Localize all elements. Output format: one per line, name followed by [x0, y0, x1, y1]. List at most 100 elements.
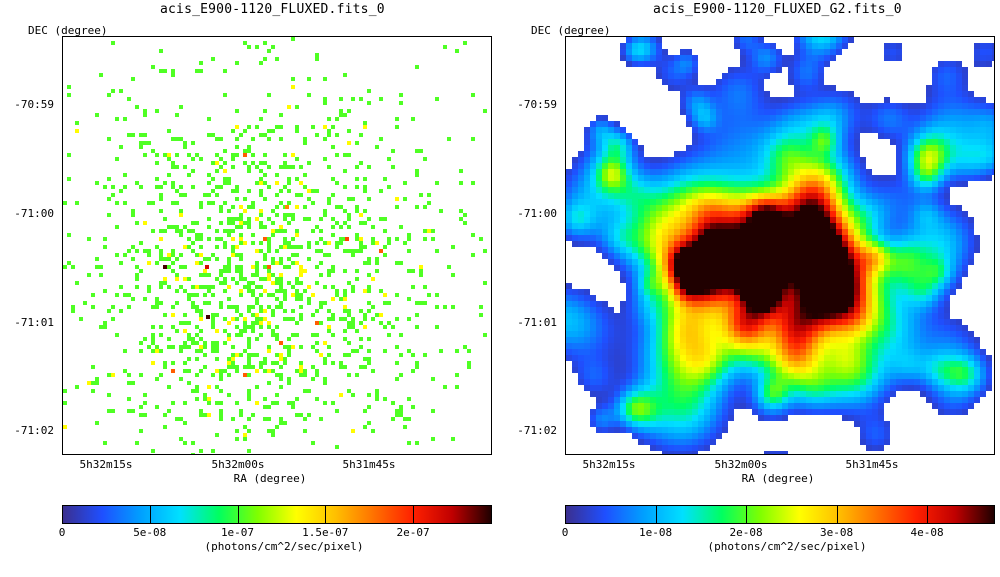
- photon-pixel: [247, 217, 251, 221]
- photon-pixel: [211, 293, 215, 297]
- emission-cell: [656, 319, 662, 325]
- photon-pixel: [239, 233, 243, 237]
- emission-cell: [818, 295, 824, 301]
- emission-cell: [830, 337, 836, 343]
- emission-cell: [974, 241, 980, 247]
- photon-pixel: [343, 329, 347, 333]
- emission-cell: [812, 163, 818, 169]
- emission-cell: [938, 397, 944, 403]
- emission-cell: [764, 241, 770, 247]
- emission-cell: [704, 259, 710, 265]
- emission-cell: [752, 409, 758, 415]
- emission-cell: [884, 271, 890, 277]
- emission-cell: [686, 403, 692, 409]
- emission-cell: [782, 265, 788, 271]
- photon-pixel: [359, 221, 363, 225]
- photon-pixel: [407, 397, 411, 401]
- photon-pixel: [251, 365, 255, 369]
- photon-pixel: [179, 229, 183, 233]
- emission-cell: [752, 151, 758, 157]
- emission-cell: [692, 247, 698, 253]
- emission-cell: [614, 157, 620, 163]
- emission-cell: [770, 307, 776, 313]
- photon-pixel: [303, 389, 307, 393]
- photon-pixel: [163, 361, 167, 365]
- photon-pixel: [339, 241, 343, 245]
- photon-pixel: [295, 229, 299, 233]
- emission-cell: [722, 247, 728, 253]
- emission-cell: [770, 241, 776, 247]
- emission-cell: [794, 223, 800, 229]
- emission-cell: [962, 121, 968, 127]
- emission-cell: [764, 139, 770, 145]
- emission-cell: [746, 313, 752, 319]
- left-image-plot[interactable]: [62, 36, 492, 455]
- emission-cell: [956, 391, 962, 397]
- emission-cell: [794, 337, 800, 343]
- emission-cell: [704, 391, 710, 397]
- emission-cell: [728, 109, 734, 115]
- emission-cell: [740, 235, 746, 241]
- emission-cell: [938, 85, 944, 91]
- photon-pixel: [199, 237, 203, 241]
- emission-cell: [656, 325, 662, 331]
- photon-pixel: [359, 213, 363, 217]
- photon-pixel: [327, 269, 331, 273]
- emission-cell: [674, 205, 680, 211]
- emission-cell: [896, 175, 902, 181]
- emission-cell: [890, 349, 896, 355]
- photon-pixel: [295, 261, 299, 265]
- emission-cell: [584, 145, 590, 151]
- emission-cell: [620, 199, 626, 205]
- emission-cell: [578, 151, 584, 157]
- emission-cell: [878, 397, 884, 403]
- emission-cell: [788, 55, 794, 61]
- emission-cell: [908, 121, 914, 127]
- emission-cell: [590, 373, 596, 379]
- emission-cell: [674, 223, 680, 229]
- emission-cell: [758, 247, 764, 253]
- right-image-plot[interactable]: [565, 36, 995, 455]
- emission-cell: [956, 319, 962, 325]
- emission-cell: [704, 253, 710, 259]
- emission-cell: [794, 247, 800, 253]
- emission-cell: [710, 295, 716, 301]
- emission-cell: [818, 181, 824, 187]
- photon-pixel: [271, 433, 275, 437]
- photon-pixel: [75, 385, 79, 389]
- emission-cell: [884, 259, 890, 265]
- emission-cell: [800, 67, 806, 73]
- emission-cell: [662, 211, 668, 217]
- emission-cell: [908, 301, 914, 307]
- photon-pixel: [283, 293, 287, 297]
- emission-cell: [752, 361, 758, 367]
- photon-pixel: [323, 301, 327, 305]
- emission-cell: [566, 319, 572, 325]
- emission-cell: [818, 283, 824, 289]
- emission-cell: [812, 67, 818, 73]
- emission-cell: [824, 145, 830, 151]
- photon-pixel: [231, 277, 235, 281]
- emission-cell: [800, 43, 806, 49]
- emission-cell: [926, 367, 932, 373]
- emission-cell: [614, 259, 620, 265]
- emission-cell: [752, 283, 758, 289]
- emission-cell: [752, 391, 758, 397]
- emission-cell: [806, 409, 812, 415]
- emission-cell: [806, 301, 812, 307]
- emission-cell: [818, 325, 824, 331]
- photon-pixel: [215, 245, 219, 249]
- photon-pixel: [199, 285, 203, 289]
- photon-pixel: [175, 277, 179, 281]
- emission-cell: [854, 133, 860, 139]
- emission-cell: [806, 157, 812, 163]
- emission-cell: [800, 91, 806, 97]
- emission-cell: [932, 91, 938, 97]
- emission-cell: [890, 211, 896, 217]
- emission-cell: [590, 241, 596, 247]
- photon-pixel: [391, 165, 395, 169]
- photon-pixel: [119, 285, 123, 289]
- emission-cell: [722, 121, 728, 127]
- emission-cell: [728, 313, 734, 319]
- photon-pixel: [419, 301, 423, 305]
